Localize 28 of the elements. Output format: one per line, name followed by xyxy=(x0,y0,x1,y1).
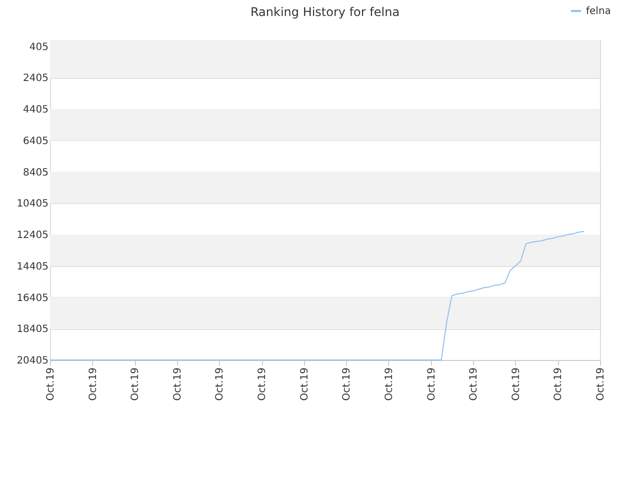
y-tick-label: 2405 xyxy=(23,73,48,84)
y-tick-label: 20405 xyxy=(16,356,48,366)
line-series xyxy=(50,230,585,360)
x-tick-label: Oct.19 xyxy=(214,368,226,401)
y-tick-label: 8405 xyxy=(23,167,48,178)
x-tick-label: Oct.19 xyxy=(172,368,184,401)
x-tick-label: Oct.19 xyxy=(596,368,606,401)
x-tick-label: Oct.19 xyxy=(510,368,522,401)
x-tick-label: Oct.19 xyxy=(468,368,480,401)
y-tick-label: 16405 xyxy=(16,292,48,304)
y-tick-label: 10405 xyxy=(16,198,48,210)
x-tick-label: Oct.19 xyxy=(426,368,438,401)
x-tick-label: Oct.19 xyxy=(553,368,564,401)
y-tick-label: 405 xyxy=(29,42,48,53)
chart-title: Ranking History for felna xyxy=(250,5,400,19)
y-tick-label: 12405 xyxy=(16,230,48,242)
x-tick-label: Oct.19 xyxy=(130,368,142,401)
x-tick-label: Oct.19 xyxy=(46,368,56,401)
y-tick-label: 14405 xyxy=(16,261,48,272)
legend-label: felna xyxy=(586,6,611,17)
y-tick-label: 18405 xyxy=(16,324,48,336)
x-tick-label: Oct.19 xyxy=(384,368,395,401)
x-tick-label: Oct.19 xyxy=(299,368,310,401)
y-tick-label: 4405 xyxy=(23,104,48,116)
x-tick-label: Oct.19 xyxy=(257,368,268,401)
y-tick-label: 6405 xyxy=(23,136,48,147)
x-tick-label: Oct.19 xyxy=(342,368,353,401)
x-tick-label: Oct.19 xyxy=(88,368,99,401)
